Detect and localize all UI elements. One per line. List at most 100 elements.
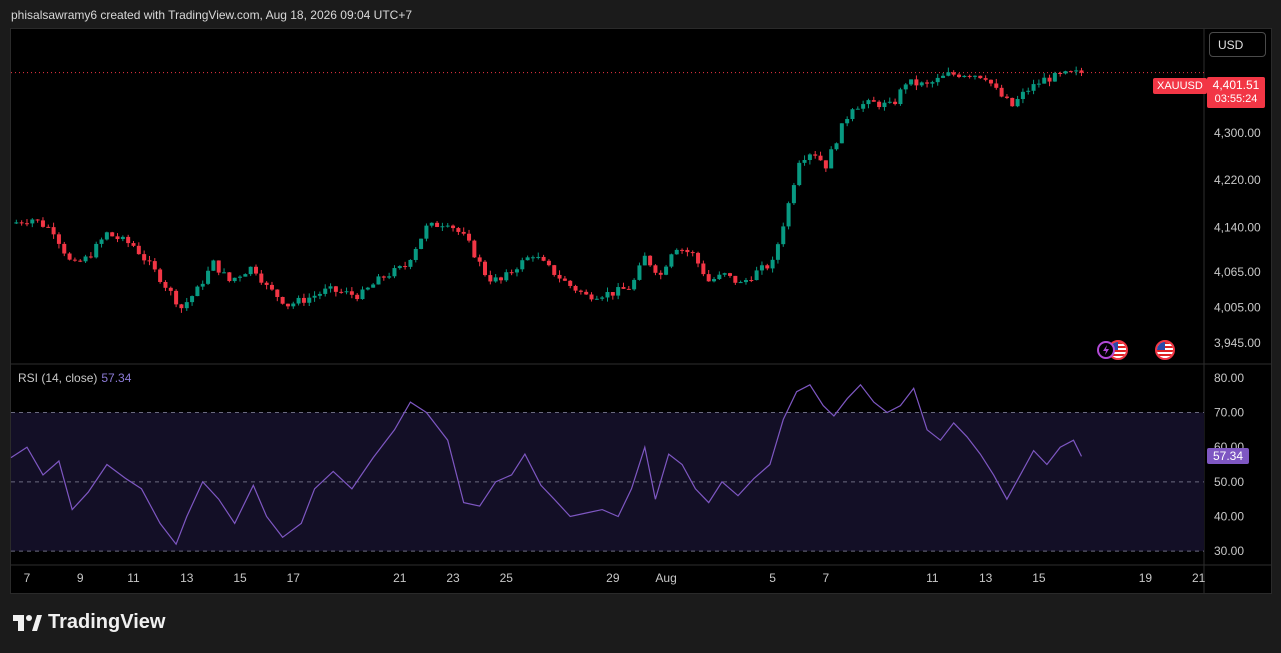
candle-body[interactable] <box>195 286 200 297</box>
candle-body[interactable] <box>397 266 402 269</box>
candle-body[interactable] <box>371 284 376 288</box>
candle-body[interactable] <box>1004 96 1009 98</box>
candle-body[interactable] <box>562 278 567 281</box>
candle-body[interactable] <box>429 222 434 226</box>
candle-body[interactable] <box>797 162 802 186</box>
candle-body[interactable] <box>600 297 605 299</box>
candle-body[interactable] <box>488 275 493 282</box>
candle-body[interactable] <box>839 123 844 144</box>
candle-body[interactable] <box>791 185 796 204</box>
candle-body[interactable] <box>754 270 759 281</box>
candle-body[interactable] <box>264 282 269 285</box>
candle-body[interactable] <box>493 277 498 282</box>
candle-body[interactable] <box>983 78 988 80</box>
candle-body[interactable] <box>509 272 514 274</box>
candle-body[interactable] <box>344 291 349 293</box>
candle-body[interactable] <box>749 280 754 282</box>
candle-body[interactable] <box>626 288 631 290</box>
candle-body[interactable] <box>280 296 285 304</box>
candle-body[interactable] <box>887 101 892 103</box>
candle-body[interactable] <box>690 252 695 254</box>
candle-body[interactable] <box>72 259 77 261</box>
candle-body[interactable] <box>301 297 306 303</box>
candle-body[interactable] <box>403 266 408 268</box>
candle-body[interactable] <box>818 155 823 161</box>
candle-body[interactable] <box>360 289 365 300</box>
candle-body[interactable] <box>903 84 908 90</box>
candle-body[interactable] <box>200 283 205 287</box>
candle-body[interactable] <box>216 260 221 273</box>
candle-body[interactable] <box>594 298 599 300</box>
candle-body[interactable] <box>104 232 109 240</box>
candle-body[interactable] <box>232 277 237 282</box>
candle-body[interactable] <box>552 265 557 275</box>
candle-body[interactable] <box>30 219 35 224</box>
candle-body[interactable] <box>467 233 472 241</box>
candle-body[interactable] <box>621 287 626 289</box>
candle-body[interactable] <box>67 253 72 260</box>
candle-body[interactable] <box>994 83 999 88</box>
candle-body[interactable] <box>435 222 440 227</box>
candle-body[interactable] <box>578 290 583 292</box>
candle-body[interactable] <box>1026 90 1031 92</box>
candle-body[interactable] <box>136 245 141 255</box>
candle-body[interactable] <box>962 75 967 77</box>
candle-body[interactable] <box>807 154 812 161</box>
candle-body[interactable] <box>88 256 93 258</box>
candle-body[interactable] <box>541 256 546 261</box>
candle-body[interactable] <box>333 286 338 292</box>
candle-body[interactable] <box>669 254 674 267</box>
candle-body[interactable] <box>110 232 115 237</box>
candle-body[interactable] <box>168 287 173 291</box>
candle-body[interactable] <box>546 260 551 266</box>
candle-body[interactable] <box>951 72 956 75</box>
candle-body[interactable] <box>451 225 456 229</box>
candle-body[interactable] <box>328 286 333 289</box>
candle-body[interactable] <box>882 102 887 108</box>
candle-body[interactable] <box>1047 77 1052 82</box>
candle-body[interactable] <box>972 75 977 77</box>
candle-body[interactable] <box>413 248 418 260</box>
candle-body[interactable] <box>712 279 717 282</box>
candle-body[interactable] <box>56 234 61 244</box>
candle-body[interactable] <box>813 154 818 156</box>
candle-body[interactable] <box>238 276 243 278</box>
candle-body[interactable] <box>184 302 189 309</box>
candle-body[interactable] <box>19 222 24 224</box>
candle-body[interactable] <box>253 266 258 274</box>
candle-body[interactable] <box>664 266 669 275</box>
candle-body[interactable] <box>147 260 152 262</box>
lightning-event-icon[interactable] <box>1097 341 1115 359</box>
candle-body[interactable] <box>115 236 120 240</box>
candle-body[interactable] <box>78 260 83 262</box>
candle-body[interactable] <box>472 240 477 258</box>
candle-body[interactable] <box>536 256 541 258</box>
candle-body[interactable] <box>770 259 775 269</box>
candle-body[interactable] <box>727 273 732 276</box>
candle-body[interactable] <box>978 75 983 79</box>
candle-body[interactable] <box>285 303 290 307</box>
candle-body[interactable] <box>408 259 413 267</box>
candle-body[interactable] <box>866 100 871 105</box>
candle-body[interactable] <box>829 149 834 169</box>
candle-body[interactable] <box>525 257 530 261</box>
candle-body[interactable] <box>227 272 232 282</box>
candle-body[interactable] <box>1052 73 1057 82</box>
candle-body[interactable] <box>743 280 748 283</box>
candle-body[interactable] <box>941 75 946 78</box>
candle-body[interactable] <box>855 108 860 110</box>
candle-body[interactable] <box>589 294 594 300</box>
candle-body[interactable] <box>222 272 227 274</box>
candle-body[interactable] <box>584 291 589 295</box>
candle-body[interactable] <box>759 265 764 271</box>
candle-body[interactable] <box>498 277 503 281</box>
tradingview-logo[interactable]: TradingView <box>12 611 165 634</box>
candle-body[interactable] <box>174 290 179 305</box>
candle-body[interactable] <box>706 274 711 282</box>
candle-body[interactable] <box>35 219 40 221</box>
candle-body[interactable] <box>722 273 727 275</box>
candle-body[interactable] <box>802 160 807 163</box>
candle-body[interactable] <box>190 296 195 303</box>
candle-body[interactable] <box>738 282 743 284</box>
candle-body[interactable] <box>142 254 147 261</box>
